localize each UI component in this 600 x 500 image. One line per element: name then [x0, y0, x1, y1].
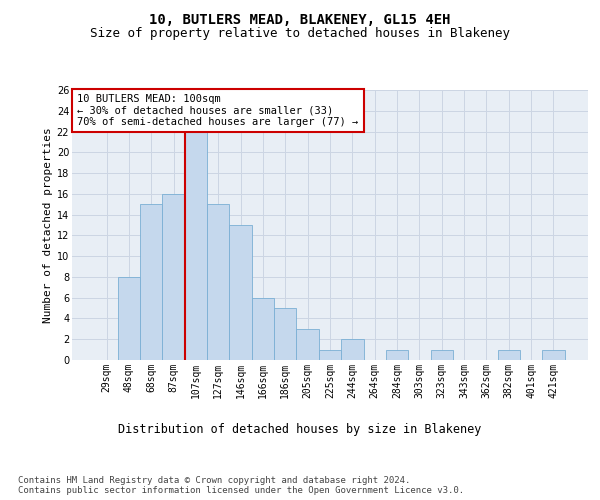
Bar [252, 298, 274, 360]
Text: Size of property relative to detached houses in Blakeney: Size of property relative to detached ho… [90, 28, 510, 40]
Bar [542, 350, 565, 360]
Bar [207, 204, 229, 360]
Bar [386, 350, 408, 360]
Bar [185, 132, 207, 360]
Bar [163, 194, 185, 360]
Bar [319, 350, 341, 360]
Bar [140, 204, 163, 360]
Bar [274, 308, 296, 360]
Bar [431, 350, 453, 360]
Text: 10 BUTLERS MEAD: 100sqm
← 30% of detached houses are smaller (33)
70% of semi-de: 10 BUTLERS MEAD: 100sqm ← 30% of detache… [77, 94, 358, 127]
Text: 10, BUTLERS MEAD, BLAKENEY, GL15 4EH: 10, BUTLERS MEAD, BLAKENEY, GL15 4EH [149, 12, 451, 26]
Y-axis label: Number of detached properties: Number of detached properties [43, 127, 53, 323]
Bar [341, 339, 364, 360]
Text: Contains HM Land Registry data © Crown copyright and database right 2024.
Contai: Contains HM Land Registry data © Crown c… [18, 476, 464, 495]
Bar [296, 329, 319, 360]
Bar [497, 350, 520, 360]
Text: Distribution of detached houses by size in Blakeney: Distribution of detached houses by size … [118, 422, 482, 436]
Bar [118, 277, 140, 360]
Bar [229, 225, 252, 360]
